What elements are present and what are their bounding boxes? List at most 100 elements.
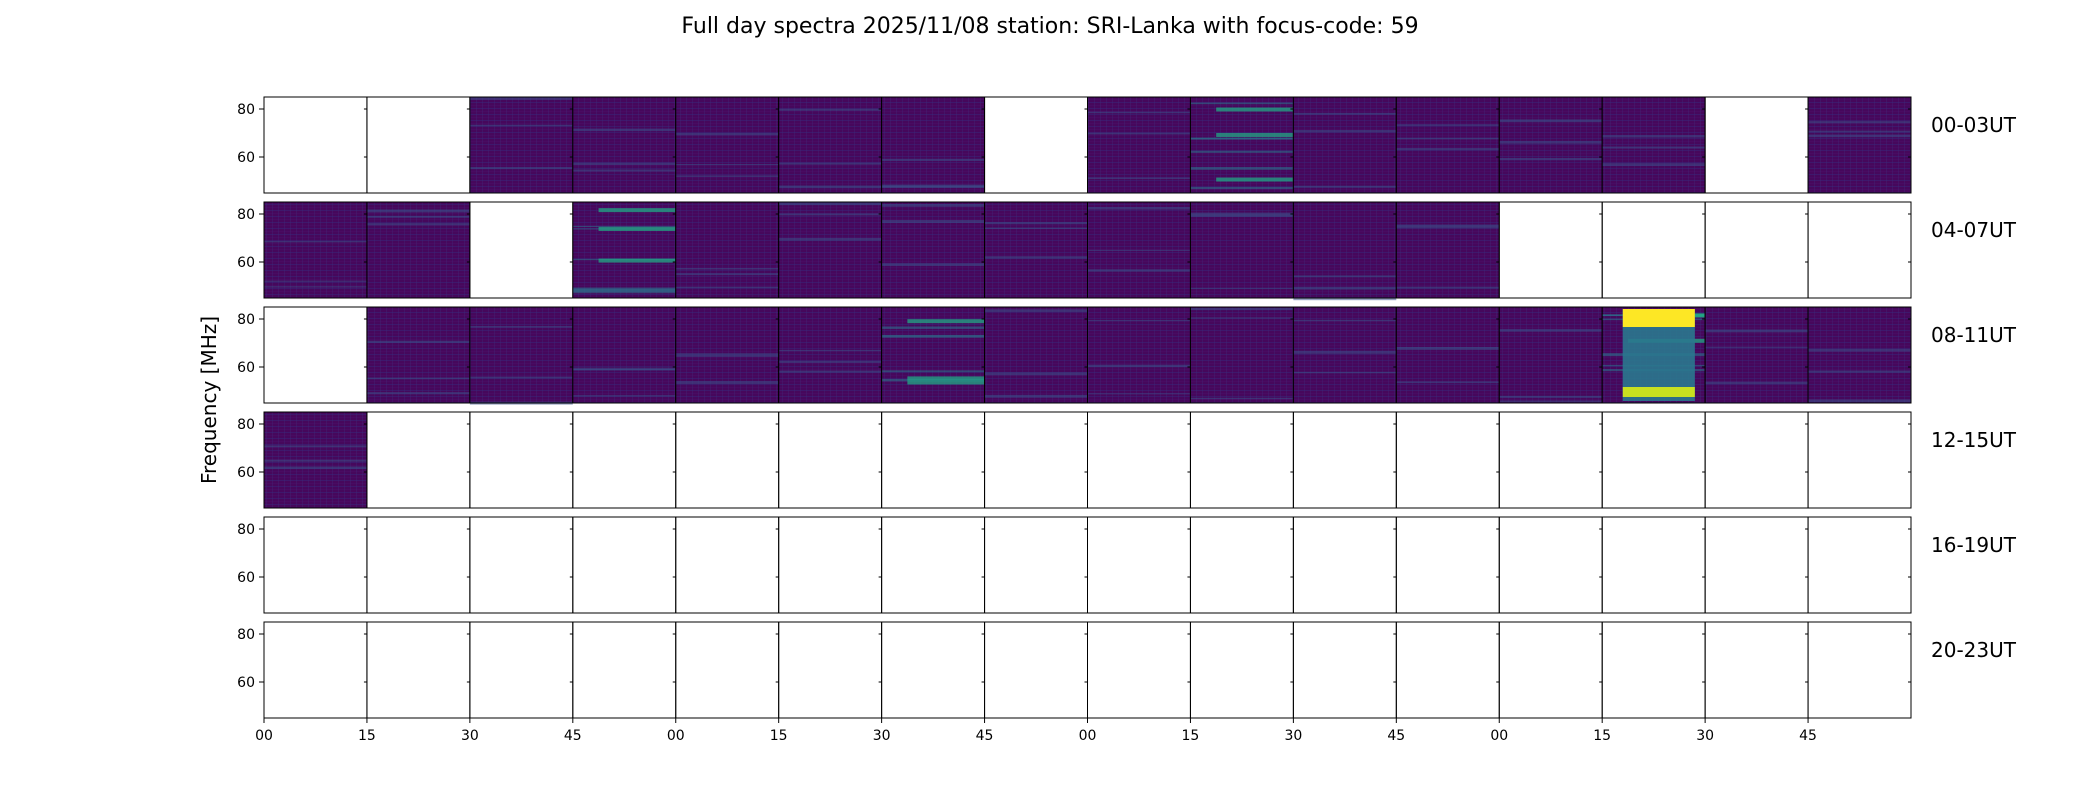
x-tick-label: 30: [461, 728, 479, 744]
rfi-band: [778, 213, 882, 216]
spectrum-panel: [1395, 306, 1500, 404]
rfi-band: [1293, 112, 1397, 115]
rfi-band: [675, 164, 779, 166]
rfi-band: [1190, 186, 1294, 190]
spectrum-panel: [1704, 516, 1809, 614]
panel-frame: [572, 411, 677, 509]
y-tick-label: 60: [237, 465, 255, 481]
rfi-band: [1087, 269, 1191, 272]
panel-frame: [1087, 411, 1191, 509]
spectrum-panel: [1601, 411, 1706, 509]
panel-frame: [366, 411, 471, 509]
rfi-band: [1190, 307, 1294, 311]
panel-frame: [366, 621, 471, 719]
y-tick-label: 80: [237, 207, 255, 223]
rfi-band: [778, 185, 882, 189]
rfi-band: [881, 326, 985, 329]
panel-frame: [881, 621, 986, 719]
panel-frame: [1704, 621, 1809, 719]
x-tick-label: 30: [1284, 728, 1302, 744]
spectrum-panel: [572, 201, 677, 299]
rfi-band: [1087, 132, 1191, 135]
rfi-band: [1499, 329, 1603, 332]
y-tick-label: 60: [237, 570, 255, 586]
spectrum-panel: [1087, 201, 1191, 299]
rfi-band: [572, 128, 676, 132]
rfi-band: [1396, 225, 1500, 229]
rfi-band: [1087, 393, 1191, 395]
panel-frame: [469, 411, 574, 509]
spectrum-cell: [675, 97, 779, 193]
y-tick-label: 80: [237, 312, 255, 328]
emission-band: [1216, 177, 1294, 182]
spectrum-cell: [572, 97, 676, 193]
spectrum-panel: [778, 201, 883, 299]
spectrum-panel: [881, 411, 986, 509]
rfi-band: [778, 162, 882, 165]
rfi-band: [1293, 130, 1397, 133]
rfi-band: [984, 309, 1088, 312]
x-axis-ticks: 00 15 30 45 00 15 30 45 00 15 30 45 00 15 30 45: [255, 718, 1817, 744]
spectrum-panel: [984, 621, 1088, 719]
spectrum-panel: [1087, 411, 1191, 509]
row-time-label: 16-19UT: [1931, 533, 2017, 557]
rfi-band: [366, 223, 470, 226]
x-tick-label: 15: [1593, 728, 1611, 744]
spectrum-panel: [1807, 306, 1912, 404]
panel-frame: [1087, 621, 1191, 719]
spectrum-cell: [1602, 97, 1706, 193]
spectrum-panel: [263, 96, 368, 194]
spectrum-panel: [572, 306, 677, 404]
rfi-band: [1705, 381, 1809, 385]
burst-peak: [1622, 309, 1695, 327]
spectrum-panel: [1087, 306, 1191, 404]
spectrum-panel: [1395, 201, 1500, 299]
rfi-band: [881, 334, 985, 337]
rfi-band: [1087, 177, 1191, 180]
rfi-band: [469, 124, 573, 127]
row-time-label: 00-03UT: [1931, 113, 2017, 137]
panel-frame: [572, 621, 677, 719]
spectrum-panel: [675, 306, 780, 404]
spectrum-panel: [1498, 411, 1603, 509]
y-tick-label: 60: [237, 675, 255, 691]
panel-frame: [1601, 201, 1706, 299]
spectrum-panel: [1292, 201, 1397, 301]
rfi-band: [1190, 287, 1294, 289]
rfi-band: [1396, 346, 1500, 349]
rfi-band: [778, 237, 882, 241]
panel-frame: [1498, 621, 1603, 719]
rfi-band: [572, 368, 676, 371]
spectrum-cell: [778, 202, 882, 298]
panel-frame: [366, 96, 471, 194]
x-tick-label: 15: [1182, 728, 1200, 744]
spectrum-panel: [1807, 201, 1912, 299]
spectrum-cell: [984, 307, 1088, 403]
x-tick-label: 45: [976, 728, 994, 744]
rfi-band: [1602, 146, 1706, 149]
panel-frame: [1292, 621, 1397, 719]
panel-frame: [675, 411, 780, 509]
spectrum-panel: [366, 516, 471, 614]
spectrum-panel: [469, 411, 574, 509]
panel-frame: [1395, 516, 1500, 614]
spectrum-panel: [778, 411, 883, 509]
panel-frame: [778, 621, 883, 719]
rfi-band: [1808, 370, 1911, 373]
spectrum-panel: [1087, 96, 1191, 194]
spectrum-cell: [881, 97, 985, 193]
rfi-band: [264, 286, 367, 288]
rfi-band: [984, 227, 1088, 230]
spectrum-panel: [1189, 306, 1294, 404]
panel-frame: [263, 96, 368, 194]
rfi-band: [1396, 124, 1500, 126]
x-tick-label: 45: [564, 728, 582, 744]
rfi-band: [366, 209, 470, 213]
panel-frame: [1292, 516, 1397, 614]
rfi-band: [1808, 130, 1911, 133]
spectrum-cell: [1293, 202, 1397, 298]
rfi-band: [778, 349, 882, 352]
rfi-band: [1808, 399, 1911, 402]
spectrum-cell: [1190, 307, 1294, 403]
rfi-band: [1602, 163, 1706, 167]
